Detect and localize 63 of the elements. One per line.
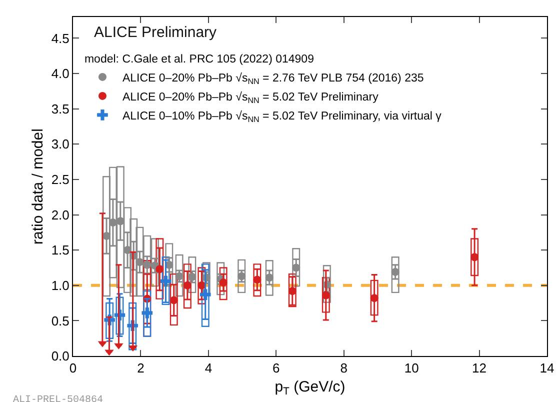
bar [219, 267, 228, 300]
point [170, 296, 178, 304]
legend-title: model: C.Gale et al. PRC 105 (2022) 014909 [84, 53, 314, 66]
point [143, 260, 152, 269]
y-tick-label: 0.0 [51, 348, 70, 364]
x-tick-label: 6 [272, 360, 280, 376]
y-tick-label: 3.0 [51, 136, 70, 152]
x-tick-label: 8 [340, 360, 348, 376]
y-tick-label: 1.5 [51, 242, 70, 258]
x-tick-label: 0 [69, 360, 77, 376]
y-tick-label: 3.5 [51, 101, 70, 116]
bar [238, 259, 246, 294]
point [470, 253, 479, 262]
point [175, 272, 184, 280]
bar [288, 273, 296, 308]
point [219, 278, 228, 287]
bar [253, 264, 262, 297]
legend-label: ALICE 0–10% Pb–Pb √s$_{NN}$ = 5.02 TeV Preliminary, via virtual γ [122, 109, 442, 124]
bar [292, 248, 300, 287]
point [160, 276, 172, 287]
x-axis-title: p$_{T}$ (GeV/c) [274, 378, 346, 398]
bar [143, 290, 152, 337]
point [142, 308, 153, 318]
bar [391, 256, 400, 294]
x-tick-label: 2 [137, 360, 144, 376]
bar [216, 262, 225, 296]
legend-label: ALICE 0–20% Pb–Pb √s$_{NN}$ = 2.76 TeV PLB 754 (2016) 235 [122, 71, 424, 86]
x-tick-label: 4 [204, 360, 212, 376]
point [198, 281, 206, 290]
bar [128, 302, 137, 350]
point [156, 265, 164, 274]
y-axis-title: ratio data / model [30, 128, 47, 244]
point [136, 258, 144, 266]
point [370, 294, 378, 302]
annotation: ALICE Preliminary [94, 24, 218, 41]
bar [156, 238, 164, 300]
point [391, 268, 400, 276]
point [183, 281, 192, 290]
point [322, 291, 330, 300]
y-tick-label: 1.0 [51, 278, 70, 293]
bar [175, 254, 184, 297]
point [265, 274, 274, 282]
point [188, 272, 196, 281]
x-tick-label: 10 [404, 360, 419, 376]
x-tick-label: 14 [540, 360, 554, 376]
y-tick-label: 2.0 [51, 207, 70, 222]
bar [322, 265, 331, 303]
bar [170, 273, 178, 326]
bar [188, 256, 196, 294]
x-tick-label: 12 [472, 360, 487, 376]
y-tick-label: 0.5 [51, 313, 70, 328]
y-tick-label: 4.0 [51, 66, 70, 82]
point [238, 272, 246, 280]
bar [183, 264, 192, 309]
point [253, 276, 262, 284]
y-tick-label: 2.5 [51, 172, 70, 187]
y-tick-label: 4.5 [51, 30, 70, 46]
point [200, 289, 211, 300]
point [288, 287, 296, 296]
bar [265, 260, 274, 296]
point [292, 264, 300, 272]
legend-label: ALICE 0–20% Pb–Pb √s$_{NN}$ = 5.02 TeV Preliminary [122, 90, 379, 105]
text: ALI-PREL-504864 [13, 395, 104, 402]
